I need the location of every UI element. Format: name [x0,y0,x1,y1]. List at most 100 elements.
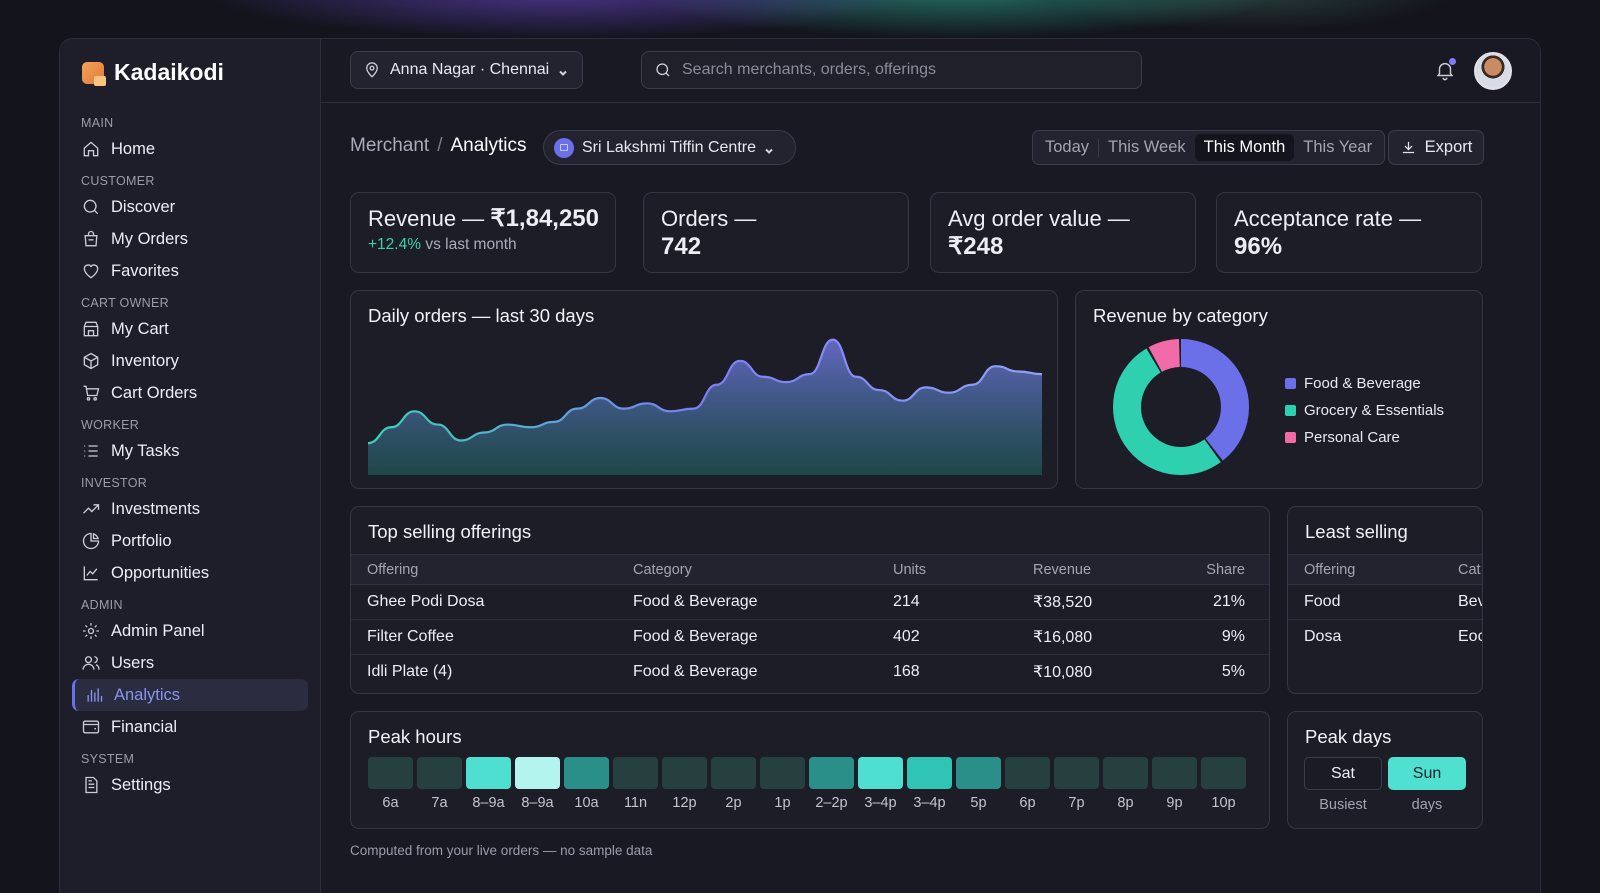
sidebar-item-portfolio[interactable]: Portfolio [72,525,308,557]
peak-hour-bar [515,757,560,789]
table-cell: Food & Beverage [633,584,893,620]
table-cell: 214 [893,584,1033,620]
search-input[interactable] [682,61,1122,79]
brand-logo[interactable]: Kadaikodi [82,59,224,86]
least-selling-card: Least selling Offering Cat Food Bev Dosa Eoc [1287,506,1483,694]
sidebar-item-analytics[interactable]: Analytics [72,679,308,711]
nav-section-title: MAIN [81,116,114,130]
peak-hour-bar [711,757,756,789]
donut-slice-food-beverage[interactable] [1113,339,1249,475]
location-selector[interactable]: Anna Nagar · Chennai [350,51,583,89]
sidebar-item-discover[interactable]: Discover [72,191,308,223]
peak-hour-bar [858,757,903,789]
kpi-delta-value: +12.4% [368,236,422,253]
sidebar-item-label: Users [111,653,155,672]
bars-icon [87,688,103,702]
peak-hour-cell[interactable]: 10p [1201,757,1246,811]
table-row[interactable]: Idli Plate (4) Food & Beverage 168 ₹10,080 5… [351,655,1269,690]
table-row[interactable]: Food Bev [1288,584,1482,620]
peak-hour-cell[interactable]: 8p [1103,757,1148,811]
range-tab-this-year[interactable]: This Year [1303,138,1373,156]
peak-hour-cell[interactable]: 3–4p [858,757,903,811]
peak-hour-cell[interactable]: 7a [417,757,462,811]
column-header: Revenue [1033,554,1183,585]
export-button[interactable]: Export [1388,130,1484,165]
table-cell: 5% [1221,663,1245,681]
revenue-by-category-title: Revenue by category [1093,305,1268,326]
search-box [641,51,1142,89]
peak-hour-cell[interactable]: 5p [956,757,1001,811]
heart-icon [83,264,99,279]
table-cell: Ghee Podi Dosa [351,584,633,620]
table-row[interactable]: Dosa Eoc [1288,620,1482,655]
sidebar-item-investments[interactable]: Investments [72,493,308,525]
kpi-card: Revenue — ₹1,84,250 +12.4% vs last month [350,192,616,273]
peak-hour-bar [809,757,854,789]
search-icon [83,199,99,215]
peak-hour-cell[interactable]: 3–4p [907,757,952,811]
peak-hour-label: 8–9a [472,795,505,811]
sidebar-item-my-cart[interactable]: My Cart [72,313,308,345]
export-label: Export [1424,138,1473,156]
peak-hour-cell[interactable]: 8–9a [466,757,511,811]
peak-hour-cell[interactable]: 2–2p [809,757,854,811]
table-cell: Bev [1458,584,1482,620]
chart-line-icon [83,566,98,581]
peak-hour-cell[interactable]: 8–9a [515,757,560,811]
sidebar-item-inventory[interactable]: Inventory [72,345,308,377]
top-selling-title: Top selling offerings [368,521,532,542]
peak-hour-label: 8–9a [521,795,554,811]
peak-hour-label: 10a [574,795,599,811]
peak-hour-cell[interactable]: 10a [564,757,609,811]
sidebar-item-financial[interactable]: Financial [72,711,308,743]
least-selling-title: Least selling [1305,521,1408,542]
wallet-icon [82,720,100,734]
range-tab-this-week[interactable]: This Week [1108,138,1186,156]
sidebar-item-home[interactable]: Home [72,133,308,165]
sidebar-nav: MAIN Home CUSTOMER Discover My Orders Favorit… [60,107,320,801]
donut-slice-grocery-essentials[interactable] [1113,339,1249,475]
notifications-button[interactable] [1434,58,1456,81]
nav-section-title: CART OWNER [81,296,169,310]
peak-hour-cell[interactable]: 2p [711,757,756,811]
sidebar-item-cart-orders[interactable]: Cart Orders [72,377,308,409]
kpi-value: ₹1,84,250 [490,205,600,232]
kpi-label: Orders — [661,206,757,231]
sidebar-item-opportunities[interactable]: Opportunities [72,557,308,589]
revenue-donut-chart [1113,339,1249,475]
peak-hour-cell[interactable]: 6p [1005,757,1050,811]
peak-hour-cell[interactable]: 1p [760,757,805,811]
peak-hour-cell[interactable]: 6a [368,757,413,811]
peak-hour-cell[interactable]: 11n [613,757,658,811]
sidebar-item-admin-panel[interactable]: Admin Panel [72,615,308,647]
trend-icon [83,504,100,514]
kpi-value: 742 [661,233,702,260]
peak-hour-cell[interactable]: 12p [662,757,707,811]
peak-hour-bar [1152,757,1197,789]
range-tab-this-month[interactable]: This Month [1194,134,1295,161]
peak-hour-label: 10p [1211,795,1236,811]
range-tab-today[interactable]: Today [1045,138,1090,156]
sidebar-item-my-orders[interactable]: My Orders [72,223,308,255]
merchant-selector[interactable]: Sri Lakshmi Tiffin Centre [543,130,796,165]
breadcrumb-merchant[interactable]: Merchant [350,135,430,156]
table-cell: 168 [893,663,920,681]
legend-label: Personal Care [1304,429,1400,446]
table-row[interactable]: Ghee Podi Dosa Food & Beverage 214 ₹38,520 2… [351,584,1269,620]
peak-hour-bar [466,757,511,789]
sidebar-item-users[interactable]: Users [72,647,308,679]
nav-section-title: SYSTEM [81,752,135,766]
sidebar-item-favorites[interactable]: Favorites [72,255,308,287]
user-avatar[interactable] [1474,52,1512,90]
peak-hour-cell[interactable]: 9p [1152,757,1197,811]
sidebar-item-settings[interactable]: Settings [72,769,308,801]
peak-hour-cell[interactable]: 7p [1054,757,1099,811]
chevron-down-icon [764,143,774,154]
sidebar-item-my-tasks[interactable]: My Tasks [72,435,308,467]
table-row[interactable]: Filter Coffee Food & Beverage 402 ₹16,080 9% [351,619,1269,655]
peak-hour-bar [613,757,658,789]
sidebar-item-label: My Orders [111,229,189,248]
box-icon [83,352,99,370]
sidebar-item-label: Financial [111,717,178,736]
list-icon [84,445,98,457]
